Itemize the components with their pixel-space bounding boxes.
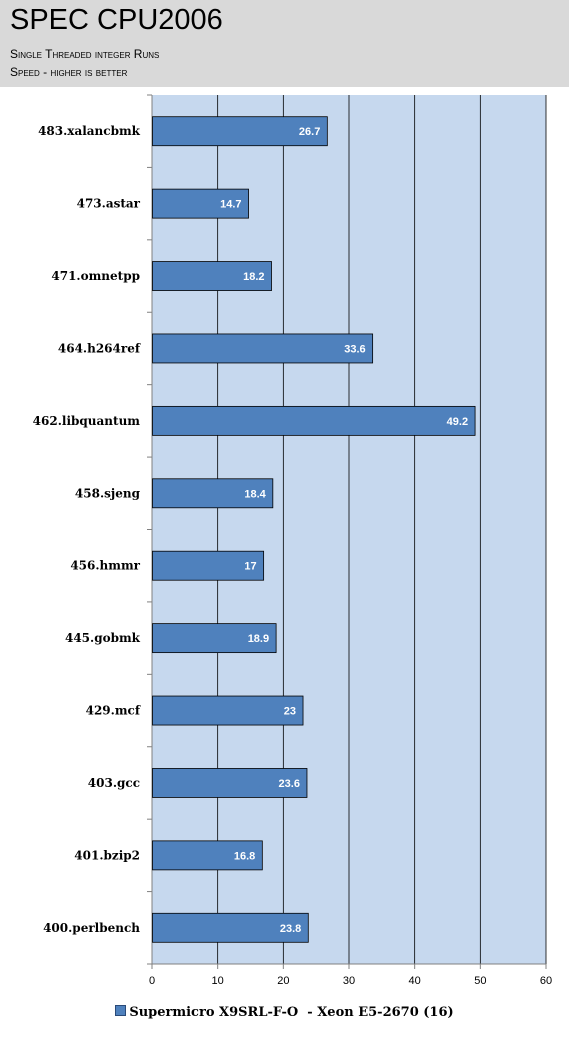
category-label: 429.mcf <box>86 704 141 718</box>
category-label: 403.gcc <box>88 776 140 790</box>
chart-header: SPEC CPU2006 Single Threaded integer Run… <box>0 0 569 87</box>
data-label: 33.6 <box>344 343 365 355</box>
x-tick-label: 40 <box>409 975 421 987</box>
category-label: 483.xalancbmk <box>38 124 141 138</box>
bar <box>152 261 272 291</box>
category-label: 464.h264ref <box>58 341 141 355</box>
category-label: 401.bzip2 <box>74 848 140 862</box>
x-tick-label: 0 <box>149 975 155 987</box>
data-label: 26.7 <box>299 126 320 138</box>
bar <box>152 912 309 943</box>
chart-legend: Supermicro X9SRL-F-O - Xeon E5-2670 (16) <box>0 1005 569 1020</box>
bar <box>152 116 328 147</box>
x-tick-label: 20 <box>277 975 289 987</box>
bar <box>152 405 476 436</box>
bar <box>152 695 304 726</box>
data-label: 17 <box>244 561 256 573</box>
bar-chart: 0 10 20 30 40 50 60 483.xalancbmk 26.7 473.astar 1… <box>33 94 552 987</box>
chart-title: SPEC CPU2006 <box>10 4 223 36</box>
x-tick-label: 10 <box>212 975 224 987</box>
bar <box>152 478 274 509</box>
x-tick-label: 60 <box>540 975 552 987</box>
bar <box>152 333 374 364</box>
category-label: 456.hmmr <box>70 559 140 573</box>
category-label: 445.gobmk <box>65 631 141 645</box>
data-label: 18.4 <box>244 488 266 500</box>
data-label: 18.9 <box>248 633 269 645</box>
bar <box>152 840 263 871</box>
chart-subtitle-line2: Speed - higher is better <box>10 65 128 79</box>
legend-swatch <box>115 1005 127 1016</box>
category-label: 471.omnetpp <box>51 269 140 283</box>
data-label: 16.8 <box>234 850 255 862</box>
bar <box>152 188 249 219</box>
chart-subtitle-line1: Single Threaded integer Runs <box>10 47 160 61</box>
bar <box>152 623 277 654</box>
data-label: 18.2 <box>243 271 264 283</box>
bar <box>152 768 308 798</box>
legend-label: Supermicro X9SRL-F-O - Xeon E5-2670 (16) <box>129 1005 454 1020</box>
data-label: 14.7 <box>220 199 241 211</box>
bar <box>152 550 265 581</box>
data-label: 23 <box>284 706 296 718</box>
category-label: 400.perlbench <box>43 921 140 935</box>
category-label: 458.sjeng <box>75 486 141 500</box>
data-label: 23.6 <box>279 778 300 790</box>
category-label: 462.libquantum <box>33 414 141 428</box>
category-label: 473.astar <box>77 197 141 211</box>
data-label: 23.8 <box>280 923 301 935</box>
x-tick-label: 50 <box>474 975 486 987</box>
x-tick-label: 30 <box>343 975 355 987</box>
data-label: 49.2 <box>447 416 468 428</box>
